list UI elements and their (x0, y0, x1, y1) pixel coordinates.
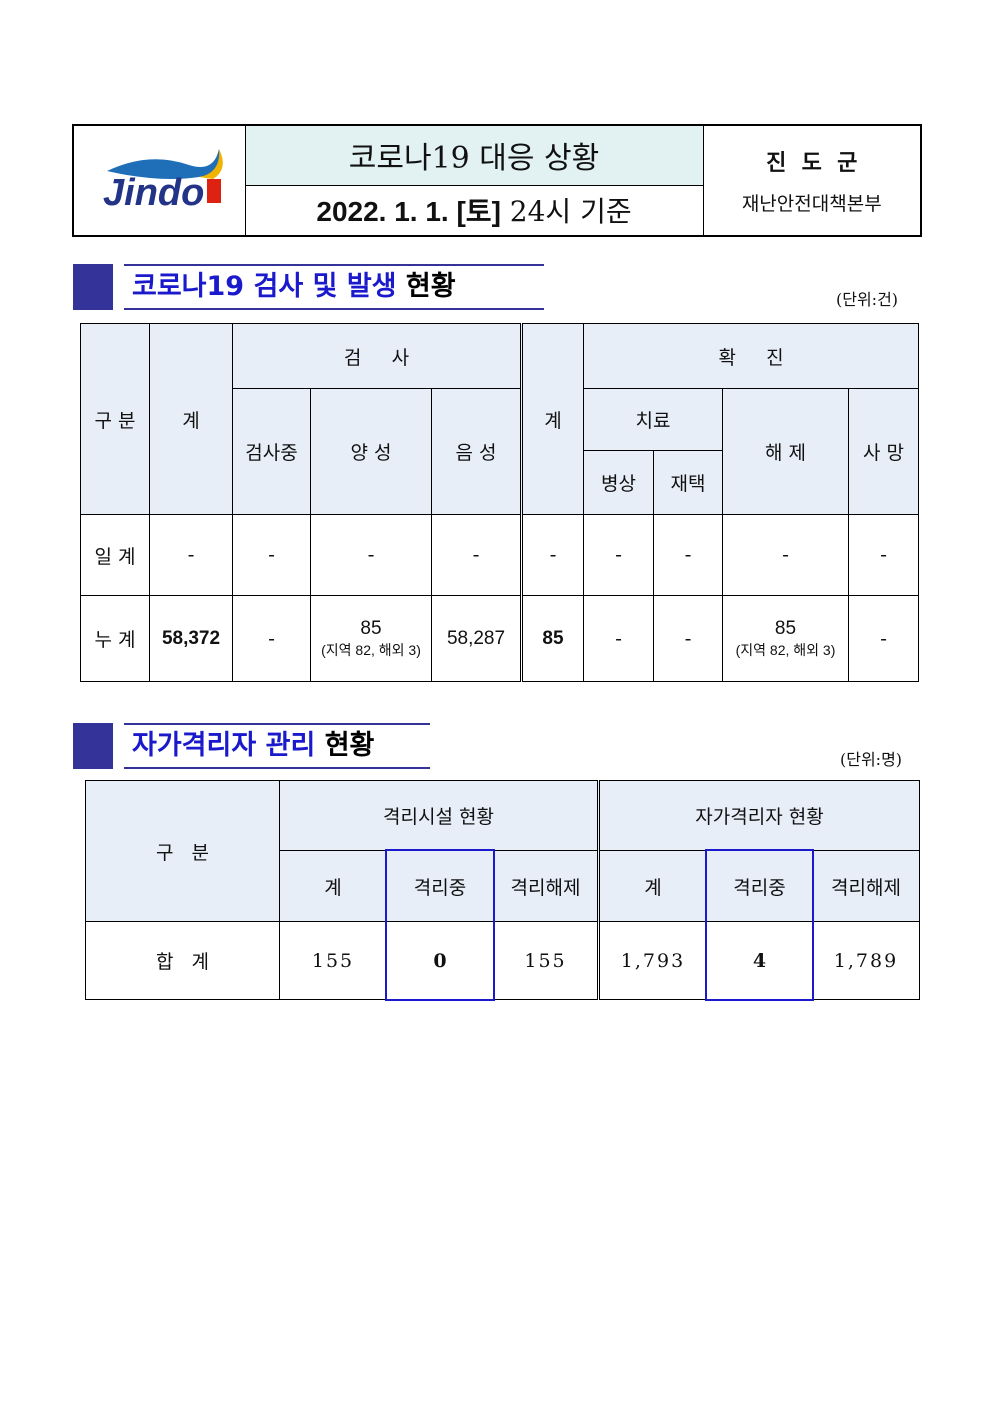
cell-released: 85 (지역 82, 해외 3) (722, 595, 849, 682)
table-row-total: 합 계 155 0 155 1,793 4 1,789 (85, 921, 920, 1000)
cell-released: - (722, 514, 849, 596)
jindo-logo-icon: Jindo (103, 149, 224, 214)
dept-name: 재난안전대책본부 (741, 193, 882, 215)
header-self-total: 계 (597, 850, 707, 922)
logo: Jindo (72, 124, 246, 237)
cell-death: - (847, 514, 920, 596)
header-table: Jindo 코로나19 대응 상황 진 도 군 재난안전대책본부 2022. 1… (72, 124, 922, 237)
quarantine-table: 구 분 격리시설 현황 자가격리자 현황 계 격리중 격리해제 계 격리중 격리… (85, 780, 920, 1000)
cell-positive: - (310, 514, 432, 596)
cell-self-released: 1,789 (812, 921, 920, 1000)
header-home: 재택 (653, 450, 723, 515)
header-death: 사 망 (847, 388, 920, 515)
org-name: 진 도 군 (766, 150, 858, 176)
header-self: 자가격리자 현황 (597, 780, 920, 851)
cell-testing: - (232, 514, 311, 596)
header-self-released: 격리해제 (812, 850, 920, 922)
cell-conf-total: - (520, 514, 584, 596)
header-hospital: 병상 (583, 450, 654, 515)
header-facility: 격리시설 현황 (279, 780, 599, 851)
section2-unit: (단위:명) (840, 750, 903, 769)
section-marker (73, 264, 113, 310)
highlight-box (705, 849, 814, 1001)
header-treatment: 치료 (583, 388, 723, 451)
header-negative: 음 성 (431, 388, 522, 515)
table-row-daily: 일 계 - - - - - - - - - (80, 514, 920, 596)
org-cell: 진 도 군 재난안전대책본부 (702, 124, 922, 237)
header-positive: 양 성 (310, 388, 432, 515)
cell-self-total: 1,793 (597, 921, 707, 1000)
header-category: 구 분 (85, 780, 280, 922)
header-facility-released: 격리해제 (493, 850, 599, 922)
cell-home: - (653, 514, 723, 596)
cell-negative: 58,287 (431, 595, 522, 682)
header-conf-total: 계 (520, 323, 584, 515)
row-label: 합 계 (85, 921, 280, 1000)
cell-testing: - (232, 595, 311, 682)
svg-text:Jindo: Jindo (103, 172, 204, 213)
cell-hospital: - (583, 514, 654, 596)
row-label: 누 계 (80, 595, 150, 682)
section1-title: 코로나19 검사 및 발생 현황 (124, 264, 544, 310)
cell-conf-total: 85 (520, 595, 584, 682)
cell-negative: - (431, 514, 522, 596)
header-confirmed: 확 진 (582, 323, 920, 389)
cell-self-isolating: 4 (706, 921, 813, 1000)
row-label: 일 계 (80, 514, 150, 596)
highlight-box (385, 849, 495, 1001)
header-test: 검 사 (232, 323, 522, 389)
cell-total: - (149, 514, 233, 596)
cell-home: - (653, 595, 723, 682)
cell-facility-isolating: 0 (386, 921, 494, 1000)
cell-positive: 85 (지역 82, 해외 3) (310, 595, 432, 682)
section1-unit: (단위:건) (836, 290, 899, 309)
section-marker (73, 723, 113, 769)
header-released: 해 제 (722, 388, 849, 515)
header-facility-total: 계 (279, 850, 387, 922)
header-self-isolating: 격리중 (706, 850, 813, 922)
test-table: 구 분 계 검 사 계 확 진 검사중 양 성 음 성 치료 해 제 사 망 병… (80, 323, 920, 682)
header-category: 구 분 (80, 323, 150, 515)
report-date: 2022. 1. 1. [토] 24시 기준 (244, 184, 704, 237)
cell-death: - (847, 595, 920, 682)
header-facility-isolating: 격리중 (386, 850, 494, 922)
cell-facility-total: 155 (279, 921, 387, 1000)
report-title: 코로나19 대응 상황 (244, 124, 704, 186)
section2-title: 자가격리자 관리 현황 (124, 723, 430, 769)
cell-hospital: - (583, 595, 654, 682)
cell-facility-released: 155 (493, 921, 599, 1000)
header-testing: 검사중 (232, 388, 311, 515)
header-total: 계 (149, 323, 233, 515)
table-row-cumulative: 누 계 58,372 - 85 (지역 82, 해외 3) 58,287 85 -… (80, 595, 920, 682)
cell-total: 58,372 (149, 595, 233, 682)
